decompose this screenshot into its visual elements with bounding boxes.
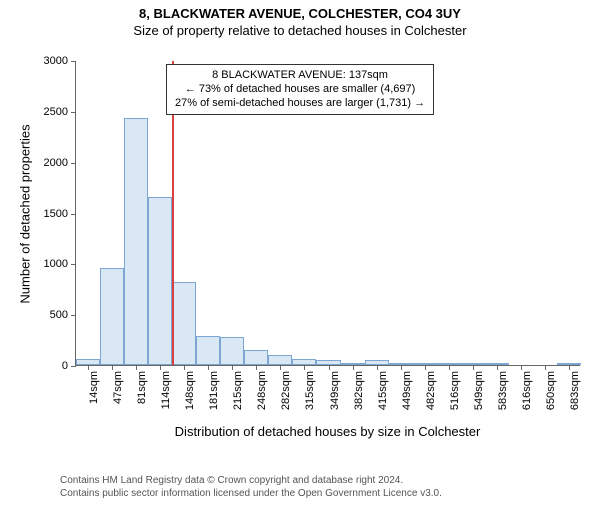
y-tick-label: 2000: [44, 157, 68, 169]
x-tick-label: 181sqm: [208, 371, 220, 410]
y-tick: [71, 264, 76, 265]
x-tick: [545, 365, 546, 370]
x-tick-label: 382sqm: [353, 371, 365, 410]
x-tick: [569, 365, 570, 370]
y-tick-label: 1000: [44, 258, 68, 270]
x-tick: [160, 365, 161, 370]
x-tick-label: 516sqm: [449, 371, 461, 410]
x-tick: [497, 365, 498, 370]
x-tick: [232, 365, 233, 370]
x-tick-label: 349sqm: [329, 371, 341, 410]
y-tick-label: 1500: [44, 208, 68, 220]
x-tick-label: 616sqm: [521, 371, 533, 410]
y-tick-label: 0: [62, 360, 68, 372]
y-tick-label: 2500: [44, 106, 68, 118]
x-tick-label: 47sqm: [112, 371, 124, 404]
x-tick-label: 549sqm: [473, 371, 485, 410]
histogram-bar: [244, 350, 268, 365]
x-tick-label: 248sqm: [256, 371, 268, 410]
annotation-line: 27% of semi-detached houses are larger (…: [175, 97, 425, 111]
y-tick-label: 500: [50, 309, 68, 321]
histogram-bar: [220, 337, 244, 365]
y-axis-label: Number of detached properties: [18, 124, 33, 303]
x-tick: [88, 365, 89, 370]
x-tick: [521, 365, 522, 370]
annotation-line: 8 BLACKWATER AVENUE: 137sqm: [175, 69, 425, 83]
x-tick: [329, 365, 330, 370]
x-tick-label: 215sqm: [232, 371, 244, 410]
x-tick: [208, 365, 209, 370]
histogram-bar: [196, 336, 220, 365]
histogram-bar: [100, 268, 124, 365]
x-tick: [353, 365, 354, 370]
x-tick-label: 415sqm: [377, 371, 389, 410]
y-tick: [71, 366, 76, 367]
page-title: 8, BLACKWATER AVENUE, COLCHESTER, CO4 3U…: [0, 6, 600, 21]
x-tick-label: 650sqm: [545, 371, 557, 410]
x-tick-label: 114sqm: [160, 371, 172, 409]
x-tick-label: 282sqm: [280, 371, 292, 410]
x-tick-label: 14sqm: [88, 371, 100, 404]
x-tick: [136, 365, 137, 370]
histogram-bar: [268, 355, 292, 365]
x-tick: [473, 365, 474, 370]
y-tick: [71, 214, 76, 215]
page-subtitle: Size of property relative to detached ho…: [0, 23, 600, 38]
annotation-box: 8 BLACKWATER AVENUE: 137sqm← 73% of deta…: [166, 64, 434, 115]
x-tick-label: 482sqm: [425, 371, 437, 410]
y-tick: [71, 112, 76, 113]
footer-line-1: Contains HM Land Registry data © Crown c…: [60, 474, 442, 487]
y-tick-label: 3000: [44, 55, 68, 67]
histogram-bar: [148, 197, 172, 365]
x-tick-label: 583sqm: [497, 371, 509, 410]
x-tick: [377, 365, 378, 370]
y-tick: [71, 61, 76, 62]
x-axis-label: Distribution of detached houses by size …: [175, 424, 481, 439]
x-tick: [184, 365, 185, 370]
histogram-bar: [124, 118, 148, 365]
x-tick-label: 449sqm: [401, 371, 413, 410]
attribution-footer: Contains HM Land Registry data © Crown c…: [60, 474, 442, 500]
chart-plot-area: 05001000150020002500300014sqm47sqm81sqm1…: [75, 61, 580, 366]
histogram-bar: [172, 282, 196, 365]
x-tick-label: 81sqm: [136, 371, 148, 404]
x-tick-label: 315sqm: [304, 371, 316, 410]
x-tick: [280, 365, 281, 370]
x-tick: [112, 365, 113, 370]
x-tick: [401, 365, 402, 370]
x-tick: [304, 365, 305, 370]
x-tick: [449, 365, 450, 370]
y-tick: [71, 163, 76, 164]
x-tick: [256, 365, 257, 370]
footer-line-2: Contains public sector information licen…: [60, 487, 442, 500]
y-tick: [71, 315, 76, 316]
x-tick: [425, 365, 426, 370]
annotation-line: ← 73% of detached houses are smaller (4,…: [175, 83, 425, 97]
x-tick-label: 148sqm: [184, 371, 196, 410]
x-tick-label: 683sqm: [569, 371, 581, 410]
